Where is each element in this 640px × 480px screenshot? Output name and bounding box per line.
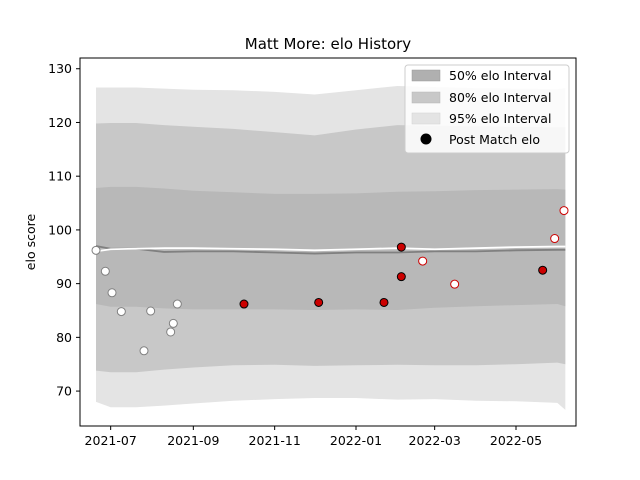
band-50 [96, 186, 566, 310]
interval-bands [96, 85, 566, 410]
post-match-point-3 [116, 307, 126, 317]
post-match-point-13 [396, 272, 406, 282]
post-match-point-17 [550, 234, 560, 244]
post-match-point-5 [146, 306, 156, 316]
y-tick-label-4: 110 [48, 169, 72, 184]
y-tick-label-1: 80 [56, 330, 72, 345]
legend-label-50: 50% elo Interval [449, 68, 551, 83]
y-tick-label-6: 130 [48, 61, 72, 76]
post-match-point-8 [172, 299, 182, 309]
legend-swatch-80 [411, 91, 441, 104]
legend-swatch-50 [411, 69, 441, 82]
legend-entry-80: 80% elo Interval [411, 90, 551, 105]
legend-entry-95: 95% elo Interval [411, 111, 551, 126]
post-match-point-10 [314, 297, 324, 307]
post-match-point-16 [538, 265, 548, 275]
mean-elo-line [95, 245, 566, 255]
x-axis: 2021-07 2021-09 2021-11 2022-01 2022-03 2022-… [85, 426, 542, 448]
y-axis-label: elo score [23, 214, 38, 271]
trend-lines [95, 245, 566, 255]
post-match-point-11 [379, 297, 389, 307]
legend-label-95: 95% elo Interval [449, 111, 551, 126]
post-match-point-18 [559, 206, 569, 216]
y-axis: 70 80 90 100 110 120 130 [48, 61, 80, 399]
axes-frame [79, 57, 577, 427]
legend-label-80: 80% elo Interval [449, 90, 551, 105]
y-tick-label-3: 100 [48, 222, 72, 237]
post-match-point-2 [107, 288, 117, 298]
x-tick-label-0: 2021-07 [85, 433, 137, 448]
legend-marker-post-match [420, 133, 432, 145]
median-elo-line [95, 245, 566, 253]
post-match-points [91, 206, 569, 356]
post-match-point-15 [450, 279, 460, 289]
x-tick-label-3: 2022-01 [330, 433, 382, 448]
plot-area [91, 85, 569, 410]
post-match-point-1 [100, 266, 110, 276]
x-tick-label-2: 2021-11 [249, 433, 301, 448]
post-match-point-0 [91, 245, 101, 255]
post-match-point-6 [166, 327, 176, 337]
y-tick-label-0: 70 [56, 384, 72, 399]
post-match-point-9 [239, 299, 249, 309]
x-tick-label-1: 2021-09 [167, 433, 219, 448]
post-match-point-4 [139, 346, 149, 356]
legend-entry-50: 50% elo Interval [411, 68, 551, 83]
post-match-point-12 [396, 242, 406, 252]
x-tick-label-4: 2022-03 [409, 433, 461, 448]
chart-title: Matt More: elo History [245, 35, 412, 53]
post-match-point-7 [168, 318, 178, 328]
legend: 50% elo Interval 80% elo Interval 95% el… [404, 64, 570, 154]
legend-entry-post-match: Post Match elo [420, 132, 540, 147]
y-tick-label-2: 90 [56, 276, 72, 291]
x-tick-label-5: 2022-05 [490, 433, 542, 448]
legend-box [404, 64, 570, 154]
legend-swatch-95 [411, 112, 441, 125]
y-tick-label-5: 120 [48, 115, 72, 130]
legend-label-post-match: Post Match elo [449, 132, 540, 147]
post-match-point-14 [418, 256, 428, 266]
